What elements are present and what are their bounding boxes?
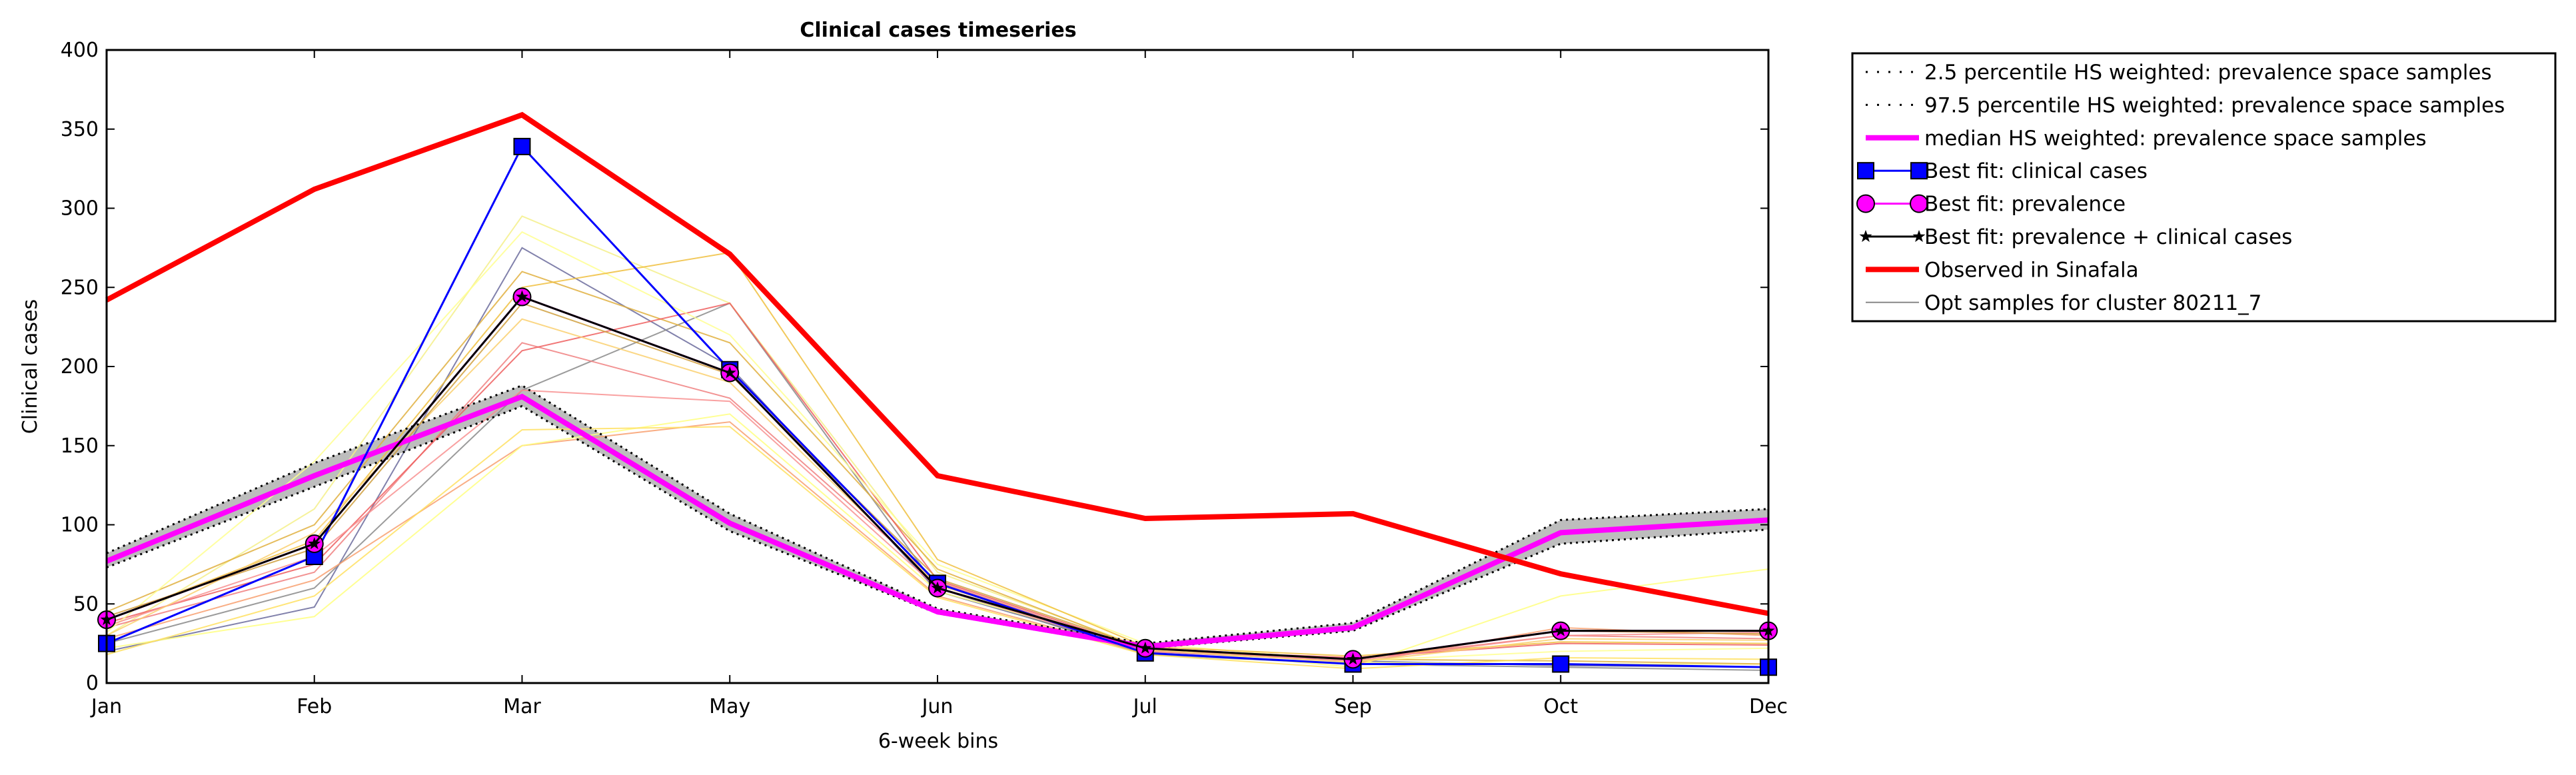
legend-label-7: Observed in Sinafala [1924, 258, 2139, 282]
y-tick-label-350: 350 [61, 118, 99, 141]
best-fit-combined-marker-oct [1554, 624, 1567, 636]
opt-sample-line-9 [106, 231, 1769, 662]
y-tick-label-200: 200 [61, 355, 99, 379]
x-tick-label-jun: Jun [921, 695, 954, 718]
x-tick-label-may: May [709, 695, 750, 718]
p97-5-percentile-line [106, 384, 1769, 645]
legend-label-5: Best fit: prevalence [1924, 193, 2126, 217]
x-tick-label-oct: Oct [1543, 695, 1578, 718]
legend-label-3: median HS weighted: prevalence space sam… [1924, 127, 2427, 151]
x-tick-label-feb: Feb [297, 695, 332, 718]
y-tick-label-400: 400 [61, 39, 99, 62]
legend-box [1851, 52, 2557, 323]
x-axis-label: 6-week bins [878, 730, 998, 753]
legend: 2.5 percentile HS weighted: prevalence s… [1851, 52, 2557, 323]
percentile-band [107, 385, 1768, 648]
y-axis-label: Clinical cases [19, 299, 42, 434]
x-tick-label-dec: Dec [1749, 695, 1788, 718]
legend-label-4: Best fit: clinical cases [1924, 159, 2148, 183]
x-tick-label-jan: Jan [90, 695, 122, 718]
best-fit-combined-marker-sep [1347, 652, 1359, 665]
y-tick-label-50: 50 [73, 592, 99, 616]
plot-area [97, 111, 1778, 676]
y-tick-label-250: 250 [61, 276, 99, 299]
legend-marker-4-2 [1910, 162, 1928, 180]
chart-title: Clinical cases timeseries [800, 19, 1076, 42]
opt-sample-line-4 [106, 271, 1769, 665]
legend-label-2: 97.5 percentile HS weighted: prevalence … [1924, 93, 2505, 117]
legend-label-1: 2.5 percentile HS weighted: prevalence s… [1924, 61, 2492, 85]
x-tick-label-sep: Sep [1334, 695, 1372, 718]
y-tick-label-0: 0 [86, 672, 99, 695]
legend-marker-5-1 [1856, 194, 1875, 213]
y-tick-label-100: 100 [61, 514, 99, 537]
legend-marker-6-2 [1912, 230, 1926, 243]
best-fit-combined-marker-mar [516, 290, 528, 303]
observed-line [105, 111, 1769, 616]
opt-sample-line-13 [106, 426, 1769, 670]
best-fit-combined-marker-feb [308, 537, 321, 550]
best-fit-combined-marker-jul [1139, 641, 1152, 654]
x-tick-label-mar: Mar [503, 695, 541, 718]
y-tick-label-150: 150 [61, 434, 99, 458]
legend-label-8: Opt samples for cluster 80211_7 [1924, 291, 2261, 315]
legend-marker-5-2 [1910, 194, 1928, 213]
x-tick-label-jul: Jul [1132, 695, 1157, 718]
opt-sample-line-14 [106, 302, 1769, 660]
best-fit-clinical-marker-oct [1552, 655, 1570, 673]
axes: 0 50 100 150 200 250 300 350 400 Jan Feb Mar May Jun J… [61, 39, 1788, 718]
opt-sample-line-6 [106, 302, 1769, 659]
opt-sample-line-2 [106, 302, 1769, 671]
legend-marker-6-1 [1859, 230, 1872, 243]
best-fit-combined-marker-jun [931, 581, 944, 594]
legend-marker-4-1 [1857, 162, 1874, 180]
median-line [105, 393, 1769, 650]
best-fit-combined-marker-may [723, 366, 736, 379]
best-fit-clinical-marker-mar [513, 137, 531, 155]
y-tick-label-300: 300 [61, 197, 99, 221]
legend-label-6: Best fit: prevalence + clinical cases [1924, 225, 2292, 249]
